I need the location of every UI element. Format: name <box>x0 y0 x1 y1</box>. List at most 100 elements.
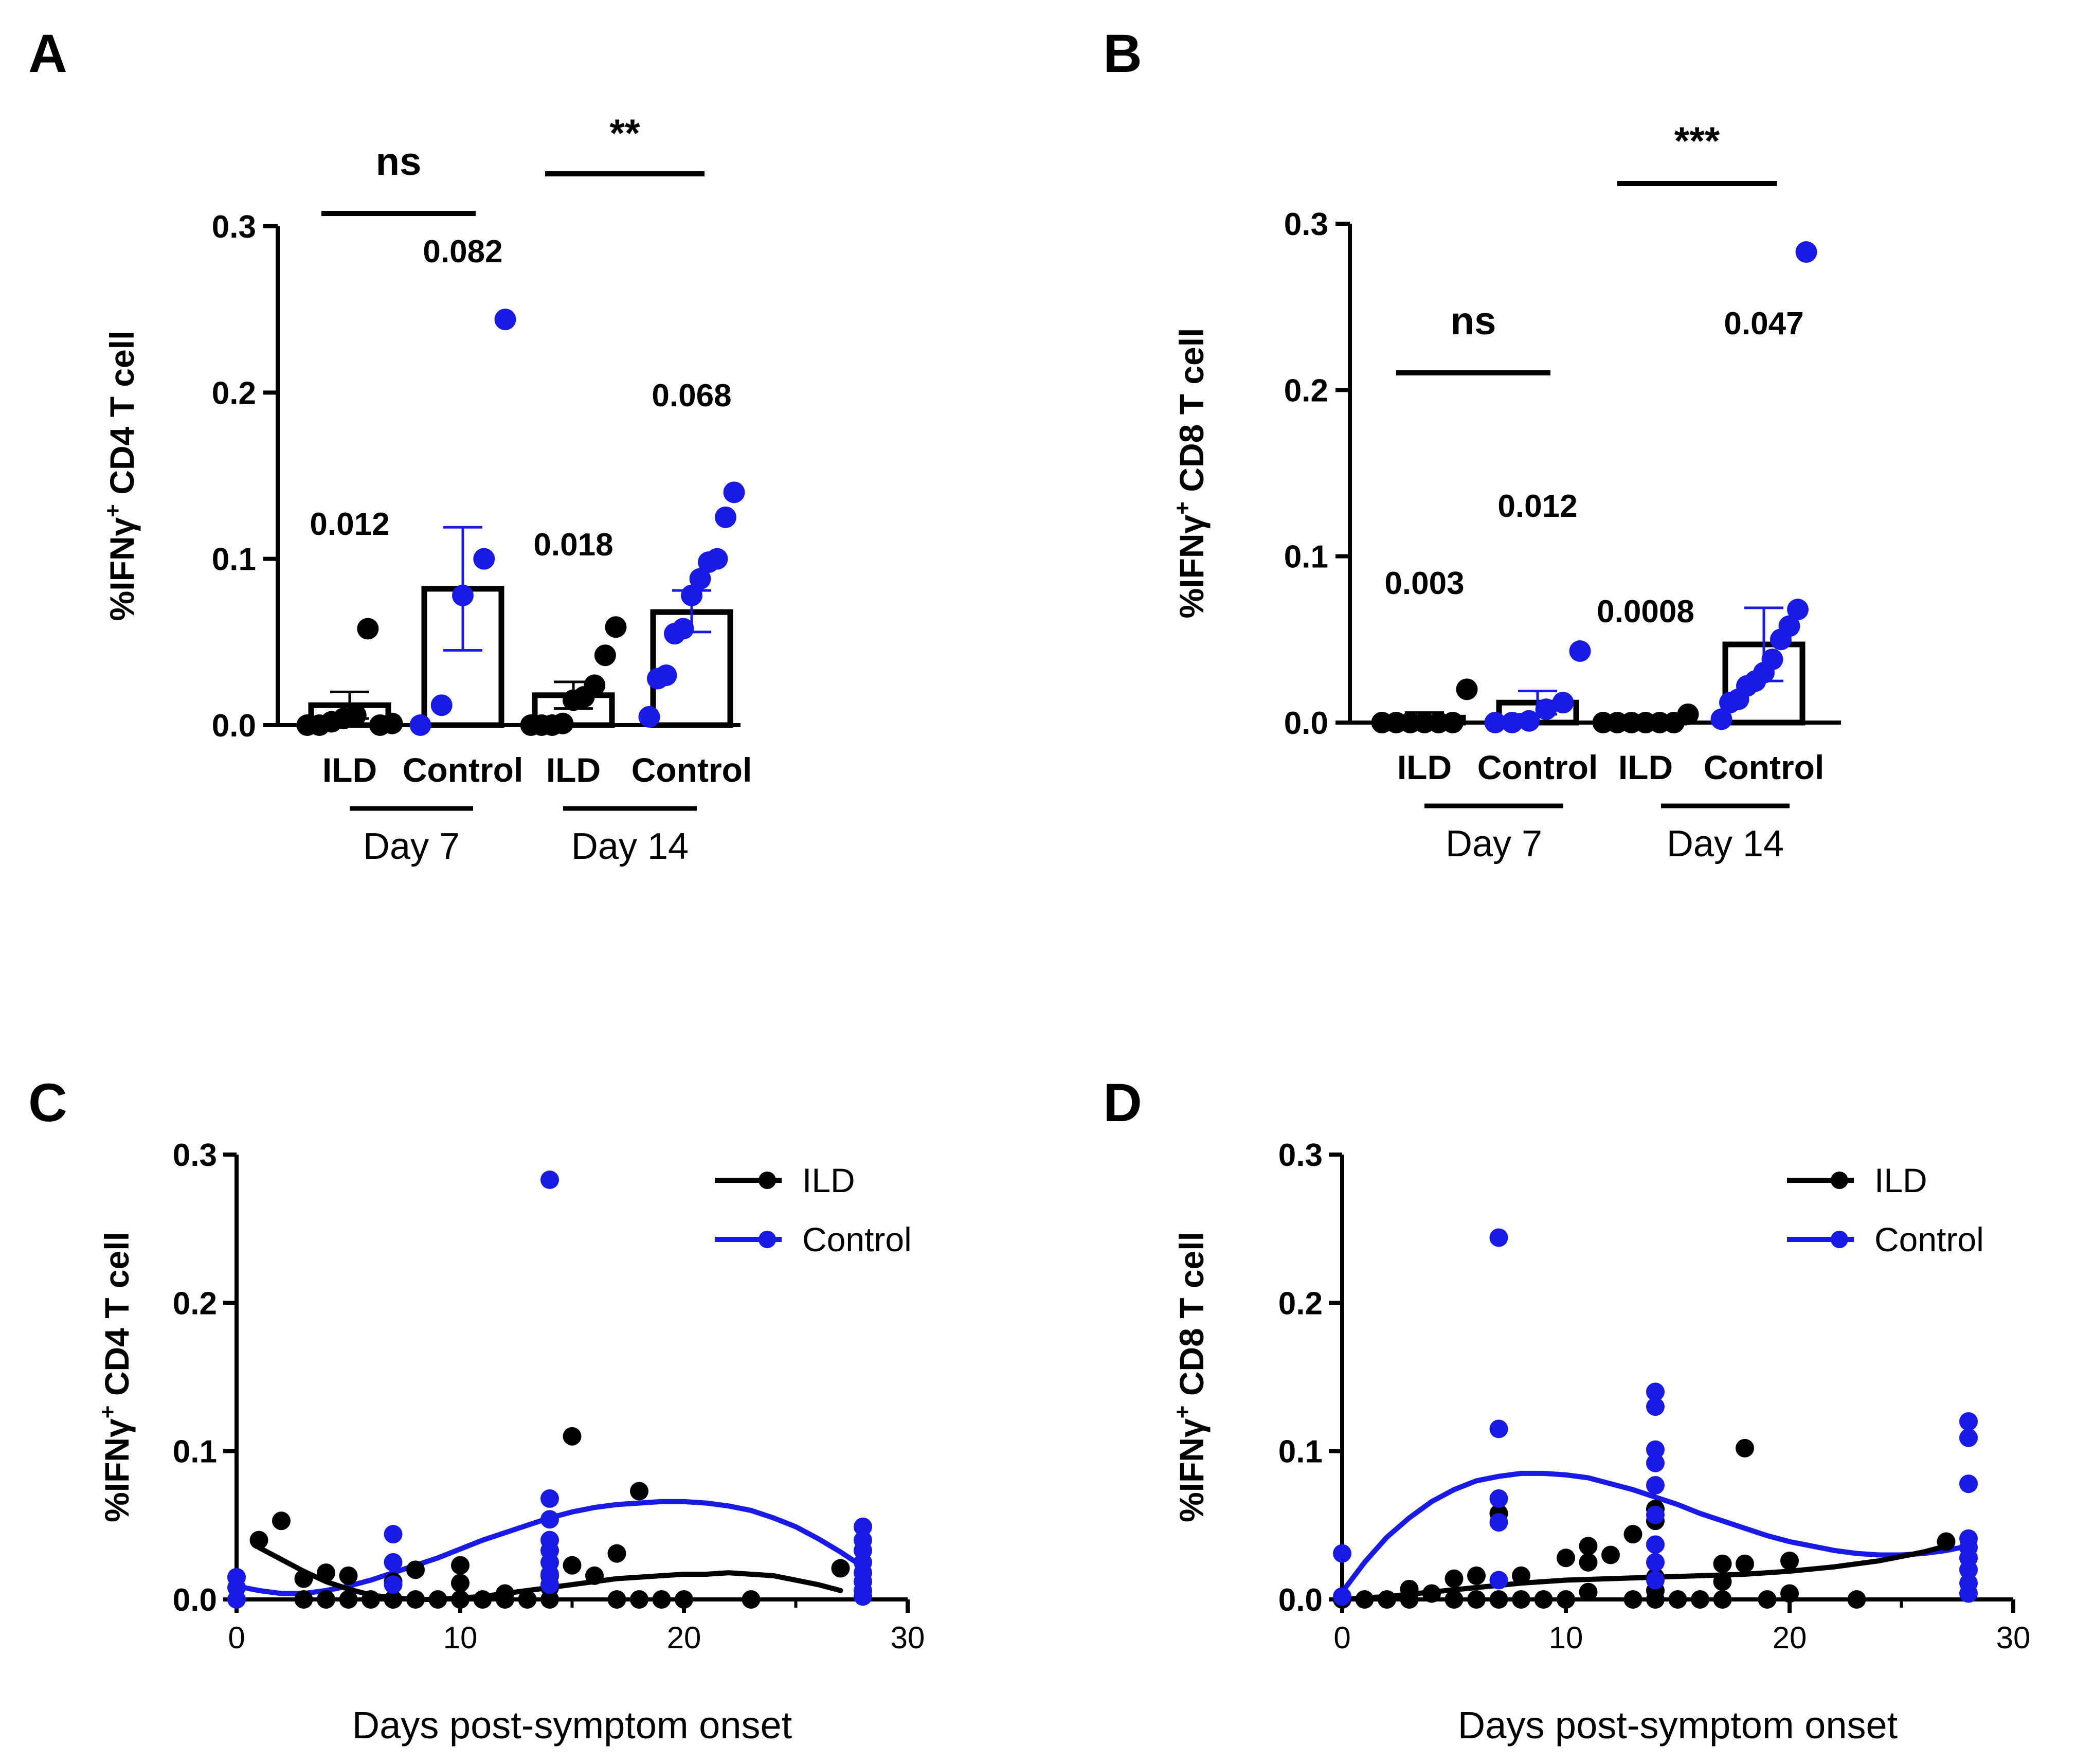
y-tick-label: 0.2 <box>212 375 256 411</box>
data-point <box>1569 640 1591 662</box>
data-point-ild <box>831 1559 850 1578</box>
data-point <box>1677 703 1699 725</box>
legend-marker <box>759 1231 776 1248</box>
data-point-ild <box>294 1590 313 1609</box>
data-point-ild <box>1445 1590 1464 1609</box>
data-point-ild <box>317 1563 335 1582</box>
data-point-control <box>1489 1571 1508 1590</box>
data-point <box>1442 712 1464 733</box>
x-tick-label: 20 <box>1773 1621 1807 1655</box>
data-point-ild <box>1422 1584 1441 1603</box>
mean-value-label: 0.012 <box>310 507 389 542</box>
data-point-control <box>1489 1228 1508 1247</box>
data-point-ild <box>1623 1525 1642 1544</box>
data-point-control <box>1646 1535 1665 1554</box>
panel-letter: A <box>28 24 67 84</box>
data-point-control <box>1646 1453 1665 1472</box>
data-point-ild <box>406 1590 425 1609</box>
data-point-ild <box>607 1590 626 1609</box>
data-point-ild <box>339 1566 358 1585</box>
legend-label: ILD <box>1874 1161 1927 1199</box>
data-point-control <box>1489 1419 1508 1438</box>
data-point-ild <box>742 1590 761 1609</box>
data-point-ild <box>675 1590 693 1609</box>
data-point-ild <box>1467 1566 1486 1585</box>
data-point-ild <box>1780 1552 1799 1571</box>
data-point-ild <box>339 1590 358 1609</box>
data-point-control <box>227 1568 246 1587</box>
data-point-ild <box>406 1560 425 1579</box>
data-point-ild <box>1557 1549 1575 1568</box>
y-tick-label: 0.0 <box>1284 706 1328 741</box>
category-label: ILD <box>322 751 377 789</box>
data-point-ild <box>652 1590 671 1609</box>
data-point-ild <box>1601 1545 1620 1564</box>
y-tick-label: 0.2 <box>1278 1286 1323 1321</box>
data-point <box>1761 649 1783 671</box>
data-point <box>594 644 616 667</box>
category-label: ILD <box>1618 748 1673 786</box>
panel-letter: C <box>28 1073 67 1133</box>
panel-d: D 0.0 0.1 0.2 0.3 0 10 20 30 %IFNγ+ CD8 T cell Day… <box>1103 1073 2030 1747</box>
data-point-control <box>384 1553 403 1572</box>
x-tick-label: 20 <box>667 1621 701 1655</box>
data-point <box>1501 712 1523 733</box>
data-point <box>1710 708 1732 730</box>
significance-label: ns <box>1451 299 1496 343</box>
data-point <box>1484 712 1506 733</box>
significance-label: ns <box>376 140 422 184</box>
y-tick-label: 0.1 <box>1284 539 1328 575</box>
data-point-ild <box>451 1590 470 1609</box>
data-point-ild <box>1579 1537 1598 1556</box>
data-point-ild <box>384 1590 403 1609</box>
data-point-ild <box>1713 1554 1732 1573</box>
data-point-control <box>1646 1440 1665 1459</box>
data-point-ild <box>1646 1590 1665 1609</box>
data-point <box>345 704 367 726</box>
data-point-ild <box>473 1590 492 1609</box>
data-point-ild <box>1355 1590 1374 1609</box>
data-point <box>681 584 702 606</box>
data-point <box>357 618 379 640</box>
mean-value-label: 0.082 <box>423 234 502 269</box>
data-point-control <box>854 1587 872 1606</box>
data-point-control <box>540 1575 559 1594</box>
y-tick-label: 0.2 <box>173 1286 217 1321</box>
data-point-control <box>1489 1489 1508 1508</box>
data-point-control <box>1489 1513 1508 1532</box>
legend-marker <box>759 1172 776 1189</box>
data-point <box>381 712 403 734</box>
data-point-ild <box>317 1590 335 1609</box>
data-point-control <box>1646 1505 1665 1524</box>
x-tick-label: 0 <box>228 1621 245 1655</box>
data-point-ild <box>1579 1553 1598 1572</box>
data-point <box>452 584 474 606</box>
panel-b: B 0.0 0.1 0.2 0.3 %IFNγ+ CD8 T cell 0.003 ILD 0.… <box>1103 24 1841 865</box>
data-point-ild <box>1937 1532 1956 1551</box>
group-label: Day 14 <box>571 826 689 867</box>
data-point-control <box>1959 1412 1978 1431</box>
data-point-ild <box>1736 1554 1754 1573</box>
y-tick-label: 0.0 <box>1278 1582 1323 1618</box>
data-point-ild <box>518 1590 537 1609</box>
data-point-ild <box>1557 1590 1575 1609</box>
mean-value-label: 0.068 <box>652 378 731 413</box>
data-point <box>409 714 431 736</box>
y-tick-label: 0.3 <box>1284 207 1328 242</box>
data-point <box>494 309 516 331</box>
data-point <box>689 568 711 590</box>
data-point-control <box>1959 1584 1978 1603</box>
data-point-control <box>1646 1475 1665 1495</box>
data-point <box>1778 615 1800 637</box>
panel-c: C 0.0 0.1 0.2 0.3 0 10 20 30 %IFNγ+ CD4 T cell Day… <box>28 1073 925 1747</box>
data-point-ild <box>1713 1590 1732 1609</box>
data-point-control <box>540 1510 559 1529</box>
data-point <box>473 548 495 570</box>
y-axis-label: %IFNγ+ CD4 T cell <box>95 1232 136 1522</box>
data-point-ild <box>1713 1572 1732 1591</box>
data-point <box>1552 692 1574 714</box>
data-point-ild <box>563 1427 582 1446</box>
legend-marker <box>1831 1172 1848 1189</box>
data-point-control <box>1333 1587 1351 1606</box>
category-label: ILD <box>546 751 601 789</box>
